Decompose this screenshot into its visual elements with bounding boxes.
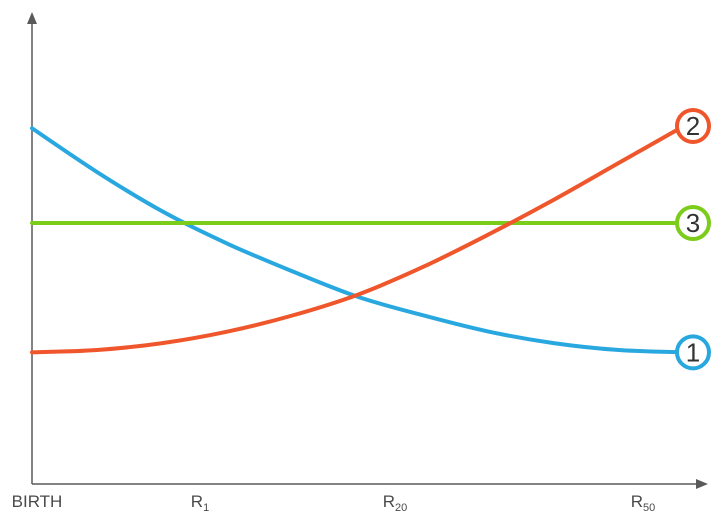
x-tick-label-1: R1 [191,492,209,513]
series-line-2 [30,123,686,355]
series-badge-2: 2 [675,107,711,144]
x-tick-label-2: R20 [383,492,408,513]
series-layer [30,123,686,355]
axes [27,12,708,489]
series-badge-circle-2 [675,107,711,144]
y-axis-arrow-icon [27,12,37,24]
series-badge-circle-3 [675,204,711,241]
x-tick-label-0: BIRTH [12,492,63,511]
series-badge-3: 3 [675,204,711,241]
series-line-1 [30,126,686,355]
series-badge-circle-1 [675,334,711,371]
x-axis-arrow-icon [696,479,708,489]
series-badge-1: 1 [675,334,711,371]
series-badge-label-2: 2 [686,111,700,141]
x-tick-labels: BIRTH R1 R20 R50 [12,492,656,513]
x-tick-label-3: R50 [631,492,656,513]
badge-layer: 1 2 3 [675,107,711,371]
series-badge-label-1: 1 [686,337,700,367]
series-badge-label-3: 3 [686,208,700,238]
